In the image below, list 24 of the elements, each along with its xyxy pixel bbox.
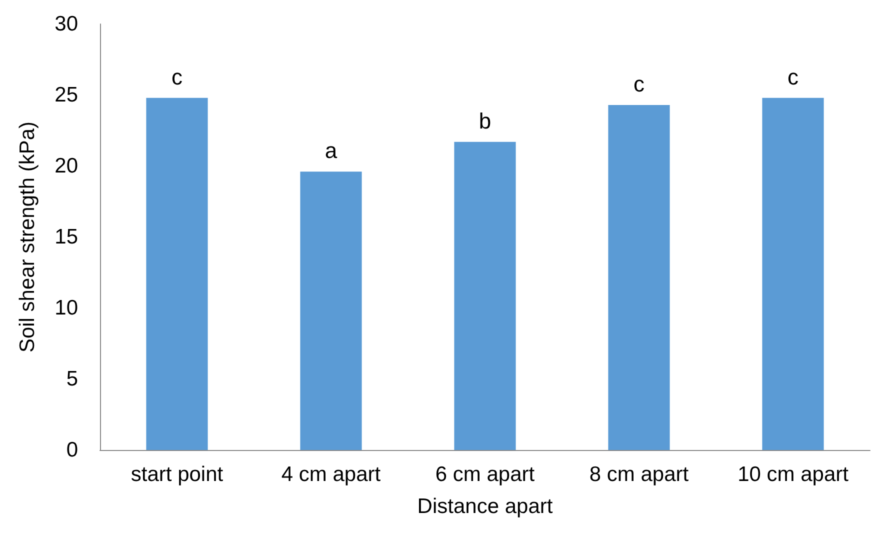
bar bbox=[454, 142, 516, 450]
y-tick-label: 5 bbox=[66, 368, 78, 390]
bar bbox=[146, 98, 208, 450]
x-tick-label: 8 cm apart bbox=[589, 463, 689, 486]
data-label: b bbox=[478, 108, 492, 134]
x-tick-label: 10 cm apart bbox=[738, 463, 849, 486]
y-axis-title: Soil shear strength (kPa) bbox=[16, 121, 39, 353]
y-tick-label: 15 bbox=[54, 226, 78, 248]
bar bbox=[762, 98, 824, 450]
data-label: c bbox=[172, 64, 182, 90]
x-axis-title: Distance apart bbox=[417, 495, 553, 518]
data-label: a bbox=[324, 138, 338, 164]
data-label: c bbox=[788, 64, 798, 90]
y-tick-label: 10 bbox=[54, 296, 78, 320]
y-tick-label: 20 bbox=[54, 154, 78, 178]
y-tick-label: 25 bbox=[54, 84, 78, 106]
data-label: c bbox=[634, 71, 644, 96]
x-tick-label: 6 cm apart bbox=[435, 463, 535, 486]
x-tick-label: 4 cm apart bbox=[281, 463, 381, 486]
y-tick-label: 0 bbox=[66, 438, 78, 462]
bar bbox=[300, 172, 362, 450]
bar bbox=[608, 104, 670, 450]
y-tick-label: 30 bbox=[54, 12, 78, 36]
x-tick-label: start point bbox=[130, 463, 224, 486]
